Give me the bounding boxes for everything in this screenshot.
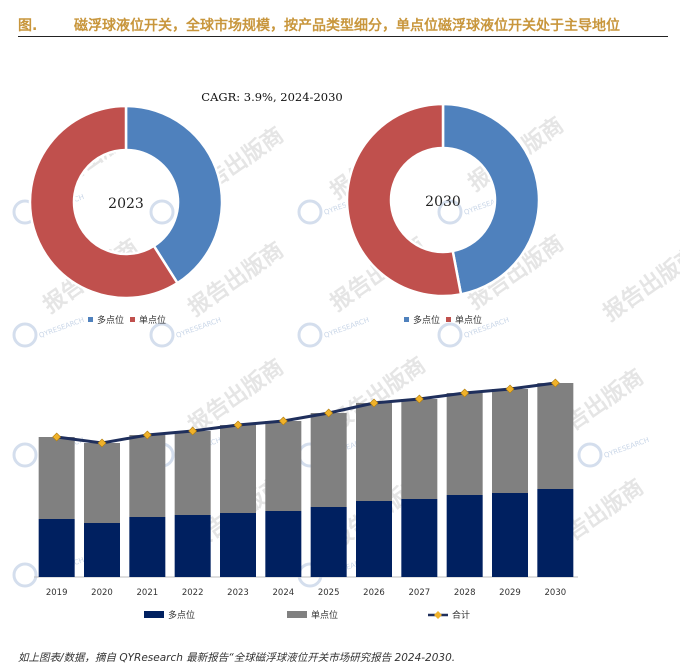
x-tick-label: 2024	[273, 588, 295, 598]
bar-single-point	[265, 421, 302, 511]
watermark-logo-icon	[437, 322, 463, 348]
x-tick-label: 2022	[182, 588, 204, 598]
bar-single-point	[537, 383, 574, 489]
total-point	[188, 426, 198, 436]
x-tick-label: 2026	[363, 588, 385, 598]
total-point	[278, 416, 288, 426]
watermark-logo-text: QYRESEARCH	[603, 436, 650, 460]
x-tick-label: 2019	[46, 588, 68, 598]
bar-single-point	[446, 393, 483, 495]
bar-single-point	[401, 399, 438, 499]
watermark-logo-icon	[149, 199, 175, 225]
total-point	[142, 430, 152, 440]
stacked-bar-chart: 2019 2020 2021 2022 2023 2024 2025 2026 2027 2028…	[34, 378, 578, 621]
watermark-logo-text: QYRESEARCH	[323, 316, 370, 340]
total-point	[52, 432, 62, 442]
bar-multi-point	[38, 519, 75, 577]
legend-marker	[287, 611, 307, 618]
bar-multi-point	[356, 501, 392, 577]
watermark-logo-icon	[577, 442, 603, 468]
bar-multi-point	[220, 513, 256, 577]
bar-multi-point	[174, 515, 211, 577]
bar-multi-point	[310, 507, 347, 577]
x-tick-label: 2020	[91, 588, 113, 598]
donut-chart-2030: 2030 多点位 单点位	[345, 102, 541, 326]
x-tick-label: 2029	[499, 588, 521, 598]
legend-label: 单点位	[455, 314, 482, 326]
legend-label: 多点位	[168, 609, 195, 621]
bar-multi-point	[265, 511, 302, 577]
watermark-text: 报告出版商	[598, 242, 680, 326]
bar-single-point	[310, 413, 347, 507]
bar-single-point	[220, 425, 256, 513]
donut-chart-2023: 2023 多点位 单点位	[28, 104, 224, 326]
watermark-logo-icon	[437, 199, 463, 225]
watermark-logo-icon	[297, 199, 323, 225]
cagr-subtitle: CAGR: 3.9%, 2024-2030	[201, 90, 342, 104]
x-tick-label: 2023	[227, 588, 249, 598]
total-line	[56, 381, 556, 445]
x-tick-label: 2021	[137, 588, 159, 598]
bar-multi-point	[537, 489, 574, 577]
donut-center-label: 2030	[425, 194, 461, 210]
legend-marker	[434, 611, 442, 619]
total-point	[550, 378, 560, 388]
watermark-logo-icon	[12, 562, 38, 588]
donut-slice	[124, 104, 224, 285]
bar-single-point	[174, 431, 211, 515]
total-point	[233, 420, 243, 430]
watermark-logo-icon	[12, 442, 38, 468]
bar-single-point	[38, 437, 75, 519]
bar-multi-point	[84, 523, 120, 577]
total-point	[324, 408, 334, 418]
total-point	[505, 384, 515, 394]
total-point	[460, 388, 470, 398]
x-tick-label: 2027	[409, 588, 431, 598]
bar-single-point	[356, 403, 392, 501]
x-tick-label: 2025	[318, 588, 340, 598]
legend-marker	[130, 317, 135, 322]
bar-single-point	[84, 443, 120, 523]
legend-marker	[144, 611, 164, 618]
legend-label: 单点位	[311, 609, 338, 621]
x-tick-label: 2028	[454, 588, 476, 598]
figure-label: 图.	[18, 18, 38, 34]
total-point	[369, 398, 379, 408]
watermark-logo-icon	[149, 322, 175, 348]
watermark-logo-icon	[12, 322, 38, 348]
legend-label: 合计	[452, 609, 470, 621]
watermark-logo-icon	[297, 322, 323, 348]
bar-multi-point	[492, 493, 528, 577]
total-point	[414, 394, 424, 404]
bar-multi-point	[129, 517, 166, 577]
bar-single-point	[492, 389, 528, 493]
watermark-logo-text: QYRESEARCH	[38, 316, 85, 340]
source-note: 如上图表/数据，摘自 QYResearch 最新报告“全球磁浮球液位开关市场研究…	[18, 652, 456, 664]
bar-single-point	[129, 435, 166, 517]
legend-marker	[88, 317, 93, 322]
bar-multi-point	[401, 499, 438, 577]
legend-marker	[446, 317, 451, 322]
bar-multi-point	[446, 495, 483, 577]
x-tick-label: 2030	[545, 588, 567, 598]
donut-slice	[441, 102, 541, 296]
donut-slice	[28, 104, 180, 300]
donut-center-label: 2023	[108, 196, 144, 212]
figure-title: 磁浮球液位开关，全球市场规模，按产品类型细分，单点位磁浮球液位开关处于主导地位	[74, 18, 620, 34]
donut-slice	[345, 102, 463, 298]
legend-label: 多点位	[97, 314, 124, 326]
legend-label: 单点位	[139, 314, 166, 326]
legend-label: 多点位	[413, 314, 440, 326]
total-point	[97, 438, 107, 448]
legend-marker	[404, 317, 409, 322]
figure-header: 图. 磁浮球液位开关，全球市场规模，按产品类型细分，单点位磁浮球液位开关处于主导…	[18, 10, 668, 37]
